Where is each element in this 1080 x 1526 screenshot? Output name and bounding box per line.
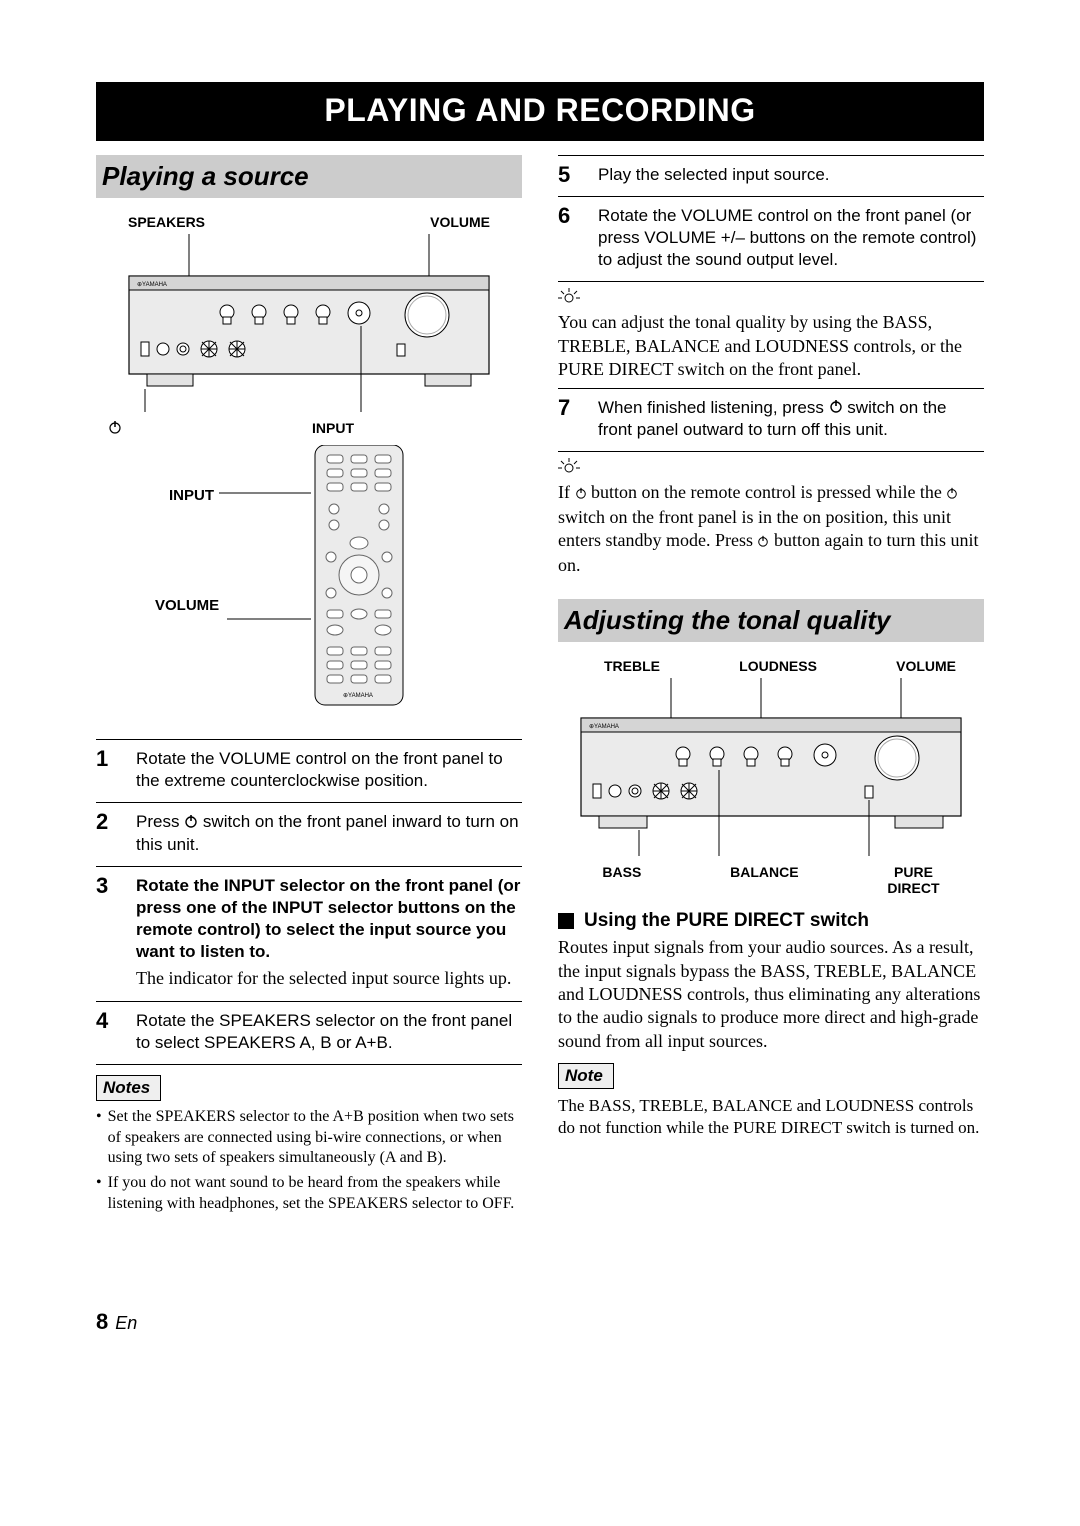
step-text: When finished listening, press switch on… — [598, 397, 984, 442]
front-panel-diagram-2: TREBLE LOUDNESS VOLUME ⊕YAMAHA — [558, 658, 984, 896]
power-icon — [946, 482, 958, 505]
subhead-playing-source: Playing a source — [96, 155, 522, 198]
notes-block: •Set the SPEAKERS selector to the A+B po… — [96, 1107, 522, 1215]
step-text: Rotate the INPUT selector on the front p… — [136, 875, 522, 991]
svg-text:⊕YAMAHA: ⊕YAMAHA — [343, 693, 373, 699]
step-text: Play the selected input source. — [598, 164, 984, 186]
subhead-tonal-quality: Adjusting the tonal quality — [558, 599, 984, 642]
svg-text:⊕YAMAHA: ⊕YAMAHA — [137, 282, 167, 288]
page-footer: 8 En — [96, 1309, 984, 1335]
tip-icon — [558, 458, 580, 479]
label-balance: BALANCE — [730, 864, 798, 896]
step-list-right: 5 Play the selected input source. 6 Rota… — [558, 155, 984, 282]
tip-text: You can adjust the tonal quality by usin… — [558, 311, 984, 381]
step-text: Press switch on the front panel inward t… — [136, 811, 522, 856]
label-loudness: LOUDNESS — [739, 658, 817, 674]
notes-label: Notes — [96, 1075, 161, 1101]
power-icon — [829, 397, 843, 419]
power-icon — [108, 420, 122, 437]
label-bass: BASS — [602, 864, 641, 896]
label-pure-direct: PUREDIRECT — [887, 864, 939, 896]
note-body: The BASS, TREBLE, BALANCE and LOUDNESS c… — [558, 1095, 984, 1139]
power-icon — [757, 530, 769, 553]
remote-diagram: INPUT VOLUME — [179, 445, 439, 715]
step-number: 2 — [96, 811, 118, 856]
power-icon — [184, 812, 198, 834]
step-number: 1 — [96, 748, 118, 792]
pure-direct-body: Routes input signals from your audio sou… — [558, 936, 984, 1053]
section-banner: PLAYING AND RECORDING — [96, 82, 984, 141]
front-panel-diagram-1: SPEAKERS VOLUME ⊕YAMAHA — [96, 214, 522, 437]
step-number: 6 — [558, 205, 580, 271]
note-label: Note — [558, 1063, 614, 1089]
label-volume: VOLUME — [430, 214, 490, 230]
power-icon — [575, 482, 587, 505]
step-list-left: 1 Rotate the VOLUME control on the front… — [96, 739, 522, 1065]
label-speakers: SPEAKERS — [128, 214, 205, 230]
label-volume-remote: VOLUME — [155, 597, 219, 614]
tip-text: If button on the remote control is press… — [558, 481, 984, 577]
label-input-remote: INPUT — [169, 487, 214, 504]
label-treble: TREBLE — [604, 658, 660, 674]
tip-icon — [558, 288, 580, 309]
step-number: 7 — [558, 397, 580, 442]
step-text: Rotate the VOLUME control on the front p… — [598, 205, 984, 271]
step-number: 3 — [96, 875, 118, 991]
step-number: 4 — [96, 1010, 118, 1054]
svg-text:⊕YAMAHA: ⊕YAMAHA — [589, 724, 619, 730]
step-text: Rotate the SPEAKERS selector on the fron… — [136, 1010, 522, 1054]
label-input: INPUT — [312, 420, 354, 437]
pure-direct-heading: Using the PURE DIRECT switch — [558, 910, 984, 932]
step-text: Rotate the VOLUME control on the front p… — [136, 748, 522, 792]
step-number: 5 — [558, 164, 580, 186]
label-volume: VOLUME — [896, 658, 956, 674]
square-bullet-icon — [558, 913, 574, 929]
